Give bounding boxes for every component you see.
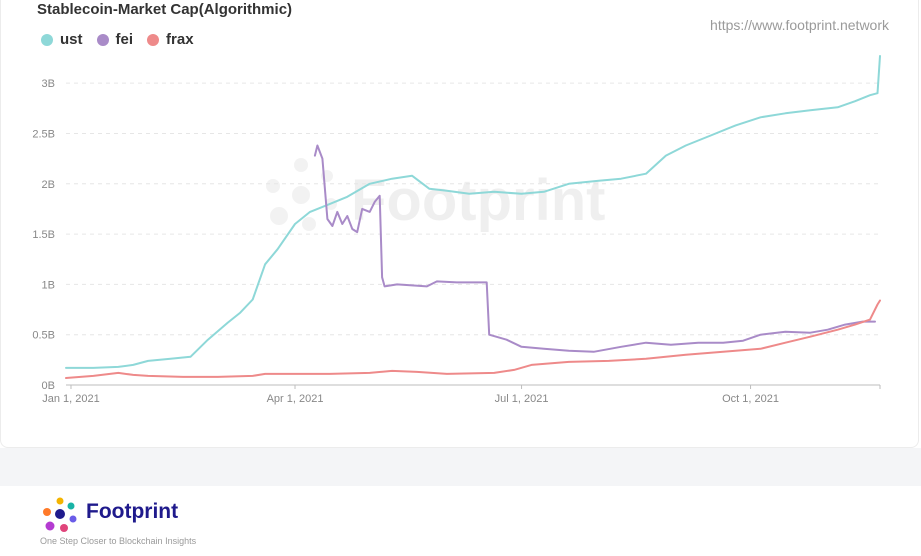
legend-dot-ust-icon bbox=[41, 33, 53, 46]
chart-plot: Footprint 0B 0.5B 1B 1.5B 2B 2.5B 3B Jan 1, 20… bbox=[32, 55, 881, 405]
watermark-brand: Footprint bbox=[351, 168, 605, 233]
footer-tagline: One Step Closer to Blockchain Insights bbox=[40, 536, 197, 546]
x-tick-label: Jul 1, 2021 bbox=[495, 393, 549, 405]
series-line-frax bbox=[65, 299, 881, 379]
y-tick-label: 1.5B bbox=[32, 229, 55, 241]
legend-item-fei[interactable]: fei bbox=[96, 31, 134, 48]
legend-label-frax: frax bbox=[166, 31, 194, 48]
y-tick-label: 2.5B bbox=[32, 128, 55, 140]
series-line-ust bbox=[65, 55, 881, 369]
x-tick-label: Apr 1, 2021 bbox=[267, 393, 324, 405]
footer-brand: Footprint bbox=[86, 500, 179, 523]
y-tick-label: 3B bbox=[42, 78, 55, 90]
y-tick-label: 1B bbox=[42, 279, 55, 291]
legend-item-frax[interactable]: frax bbox=[147, 31, 194, 48]
legend-item-ust[interactable]: ust bbox=[41, 31, 83, 48]
legend-label-fei: fei bbox=[115, 31, 134, 48]
legend-dot-frax-icon bbox=[147, 33, 160, 46]
footer bbox=[0, 486, 921, 556]
legend-dot-fei-icon bbox=[96, 33, 109, 46]
chart-title: Stablecoin-Market Cap(Algorithmic) bbox=[37, 1, 293, 18]
chart-card: Stablecoin-Market Cap(Algorithmic) https… bbox=[0, 0, 919, 448]
x-tick-label: Oct 1, 2021 bbox=[722, 393, 779, 405]
y-tick-label: 2B bbox=[42, 179, 55, 191]
footprint-watermark-icon bbox=[266, 158, 337, 231]
legend-label-ust: ust bbox=[60, 31, 83, 48]
y-tick-label: 0B bbox=[42, 380, 55, 392]
series-line-fei bbox=[313, 144, 876, 353]
footer-band bbox=[0, 448, 921, 486]
footprint-logo-icon bbox=[43, 497, 77, 532]
y-tick-label: 0.5B bbox=[32, 330, 55, 342]
x-tick-label: Jan 1, 2021 bbox=[42, 393, 100, 405]
watermark-url: https://www.footprint.network bbox=[710, 17, 889, 33]
chart-legend: ust fei frax bbox=[41, 31, 194, 48]
